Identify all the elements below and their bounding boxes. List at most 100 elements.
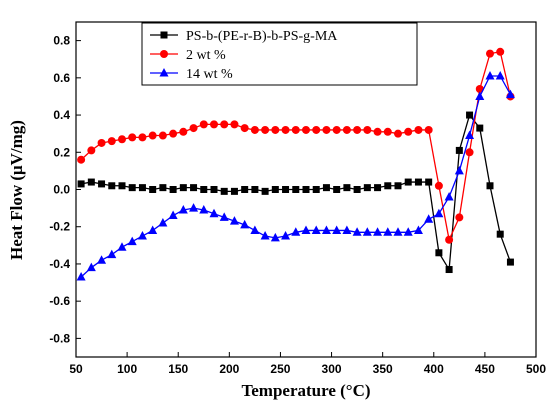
data-point (321, 225, 331, 234)
legend: PS-b-(PE-r-B)-b-PS-g-MA 2 wt % 14 wt % (141, 22, 418, 86)
data-point (394, 182, 402, 190)
data-point (209, 208, 219, 218)
y-tick-label: -0.8 (49, 331, 70, 345)
data-point (107, 137, 116, 146)
data-point (353, 125, 362, 134)
data-point (506, 258, 514, 266)
data-point (404, 178, 412, 186)
data-point (219, 212, 229, 221)
data-point (199, 204, 209, 214)
data-point (373, 127, 382, 136)
data-point (261, 187, 269, 195)
data-point (281, 231, 291, 240)
x-tick-label: 500 (526, 362, 546, 376)
series-2 (77, 47, 515, 244)
data-point (505, 89, 515, 99)
legend-swatch-marker (160, 31, 168, 39)
x-tick-label: 50 (69, 362, 83, 376)
data-point (149, 186, 157, 193)
data-point (374, 184, 382, 192)
data-point (475, 91, 485, 100)
series-layer (76, 47, 515, 281)
data-point (148, 131, 157, 140)
data-point (485, 70, 495, 80)
x-tick-label: 350 (373, 362, 393, 376)
data-point (445, 266, 453, 274)
data-point (394, 129, 402, 138)
data-point (496, 47, 505, 56)
data-point (383, 127, 392, 136)
legend-item: 2 wt % (150, 48, 226, 63)
data-point (414, 125, 423, 134)
data-point (424, 214, 434, 223)
legend-swatch-marker (159, 68, 169, 77)
data-point (424, 125, 433, 134)
y-tick-label: 0.6 (53, 71, 70, 85)
data-point (270, 232, 280, 242)
data-point (230, 187, 238, 195)
y-tick-label: 0.8 (53, 34, 70, 48)
data-point (137, 231, 147, 240)
data-point (332, 125, 341, 134)
data-point (250, 125, 259, 134)
data-point (178, 204, 188, 214)
data-point (220, 120, 229, 129)
data-point (291, 125, 300, 134)
data-point (342, 125, 351, 134)
data-point (127, 236, 137, 246)
data-point (250, 225, 260, 234)
data-point (210, 186, 218, 193)
data-point (363, 125, 372, 134)
data-point (128, 133, 137, 142)
legend-item: PS-b-(PE-r-B)-b-PS-g-MA (150, 29, 338, 44)
data-point (404, 127, 413, 136)
data-point (179, 127, 188, 136)
data-point (342, 225, 352, 234)
data-point (260, 231, 270, 240)
data-point (240, 219, 250, 229)
data-point (118, 182, 126, 190)
x-tick-label: 200 (219, 362, 239, 376)
data-point (97, 255, 107, 264)
data-point (322, 125, 331, 134)
data-point (261, 125, 270, 134)
data-point (169, 186, 177, 193)
data-point (414, 178, 422, 186)
data-point (465, 148, 474, 157)
data-point (87, 146, 96, 155)
data-point (435, 249, 443, 257)
data-point (251, 186, 259, 193)
data-point (179, 184, 187, 192)
legend-label: 14 wt % (186, 67, 233, 82)
data-point (393, 227, 403, 236)
data-point (138, 184, 146, 192)
y-tick-label: -0.4 (49, 257, 70, 271)
x-tick-label: 100 (117, 362, 137, 376)
data-point (425, 178, 433, 186)
data-point (77, 180, 85, 188)
data-point (189, 124, 198, 133)
data-point (495, 70, 505, 80)
data-point (97, 138, 106, 147)
tick-labels: 50 100 150 200 250 300 350 400 450 500 0.8 0.6 0.4 0.… (49, 34, 546, 376)
data-point (158, 131, 167, 140)
data-point (403, 227, 413, 236)
data-point (158, 218, 168, 227)
series-1 (77, 111, 514, 274)
legend-item: 14 wt % (150, 67, 233, 82)
series-line (80, 75, 512, 278)
data-point (77, 155, 86, 164)
y-tick-label: -0.2 (49, 220, 70, 234)
data-point (210, 120, 218, 129)
data-point (352, 227, 362, 236)
data-point (302, 186, 310, 193)
data-point (107, 249, 117, 259)
data-point (168, 210, 178, 220)
data-point (496, 230, 504, 238)
data-point (322, 184, 330, 192)
x-tick-label: 450 (475, 362, 495, 376)
y-tick-label: 0.2 (53, 145, 70, 159)
data-point (384, 182, 392, 190)
data-point (362, 227, 372, 236)
axis-ticks (75, 40, 537, 357)
